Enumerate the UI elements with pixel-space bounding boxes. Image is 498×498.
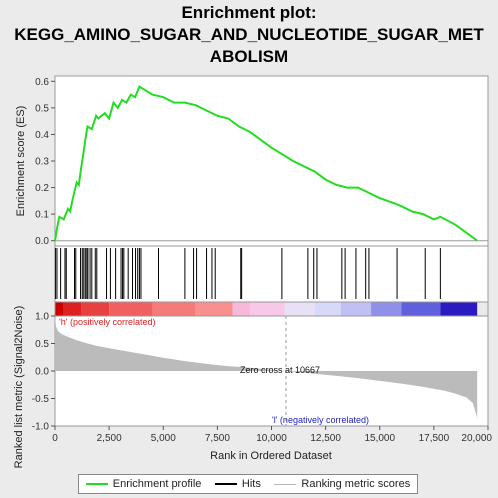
legend-swatch-hits	[214, 483, 237, 485]
legend-label-ranking: Ranking metric scores	[301, 478, 411, 490]
rm-y-tick-label: -1.0	[32, 422, 50, 433]
rm-y-tick-label: 0.5	[35, 339, 49, 350]
x-tick-label: 17,500	[419, 433, 450, 444]
rm-y-axis: 1.0 0.5 0.0 -0.5 -1.0	[32, 312, 55, 433]
title-line-1: Enrichment plot:	[181, 3, 317, 22]
x-tick-label: 7,500	[205, 433, 230, 444]
ranking-metric-area	[55, 316, 478, 418]
es-y-axis: 0.0 0.1 0.2 0.3 0.4 0.5 0.6	[35, 77, 55, 247]
legend-item-ranking: Ranking metric scores	[274, 478, 410, 490]
heatbar-segment	[195, 302, 233, 316]
chart-title: Enrichment plot: KEGG_AMINO_SUGAR_AND_NU…	[0, 2, 498, 68]
hits-plot-area	[54, 245, 489, 303]
heatbar-segment	[440, 302, 478, 316]
negative-correlation-label: 'l' (negatively correlated)	[272, 415, 369, 425]
x-tick-label: 20,000	[461, 433, 492, 444]
legend-label-hits: Hits	[241, 478, 261, 490]
ranked-metric-panel: 1.0 0.5 0.0 -0.5 -1.0 'h' (positively correl…	[13, 306, 489, 469]
es-y-tick-label: 0.0	[35, 236, 49, 247]
x-tick-label: 5,000	[151, 433, 176, 444]
rm-y-tick-label: 0.0	[35, 367, 49, 378]
es-y-tick-label: 0.2	[35, 183, 49, 194]
es-y-tick-label: 0.1	[35, 210, 49, 221]
heatbar-segment	[63, 302, 81, 316]
gsea-chart: 0.0 0.1 0.2 0.3 0.4 0.5 0.6 Enrichment score (…	[13, 75, 492, 469]
heatbar-segment	[340, 302, 372, 316]
positive-correlation-label: 'h' (positively correlated)	[59, 317, 155, 327]
hit-lines	[54, 248, 441, 299]
rm-y-label: Ranked list metric (Signal2Noise)	[13, 306, 25, 469]
heatbar-segment	[284, 302, 315, 316]
heatbar-segment	[401, 302, 441, 316]
heatbar-segment	[55, 302, 64, 316]
es-y-tick-label: 0.5	[35, 103, 49, 114]
es-y-tick-label: 0.3	[35, 157, 49, 168]
legend-label-enrichment: Enrichment profile	[112, 478, 202, 490]
x-tick-label: 12,500	[310, 433, 341, 444]
heatbar-segment	[152, 302, 196, 316]
rm-y-tick-label: -0.5	[32, 394, 50, 405]
enrichment-panel: 0.0 0.1 0.2 0.3 0.4 0.5 0.6 Enrichment score (…	[15, 75, 489, 247]
enrichment-plot-area	[54, 75, 489, 247]
legend: Enrichment profile Hits Ranking metric s…	[78, 474, 418, 494]
x-tick-label: 15,000	[364, 433, 395, 444]
heatbar-segment	[371, 302, 402, 316]
rm-y-tick-label: 1.0	[35, 312, 49, 323]
zero-cross-label: Zero cross at 10667	[240, 365, 320, 375]
legend-item-hits: Hits	[214, 478, 261, 490]
hits-panel	[54, 245, 489, 317]
heatbar-segment	[249, 302, 285, 316]
x-axis: 0 2,500 5,000 7,500 10,000 12,500 15,000 17,500…	[52, 426, 492, 444]
x-tick-label: 10,000	[256, 433, 287, 444]
legend-item-enrichment: Enrichment profile	[85, 478, 202, 490]
enrichment-profile-line	[54, 85, 478, 242]
title-line-2: KEGG_AMINO_SUGAR_AND_NUCLEOTIDE_SUGAR_ME…	[14, 25, 484, 44]
heatbar-segment	[314, 302, 341, 316]
es-y-tick-label: 0.6	[35, 77, 49, 88]
es-y-tick-label: 0.4	[35, 130, 49, 141]
es-y-label: Enrichment score (ES)	[15, 106, 27, 217]
legend-swatch-ranking	[274, 483, 297, 485]
ranking-heatbar	[55, 302, 478, 316]
title-line-3: ABOLISM	[209, 47, 289, 66]
x-tick-label: 2,500	[97, 433, 122, 444]
heatbar-segment	[80, 302, 110, 316]
x-axis-label: Rank in Ordered Dataset	[210, 450, 332, 462]
legend-swatch-enrichment	[85, 483, 108, 485]
heatbar-segment	[232, 302, 250, 316]
x-tick-label: 0	[52, 433, 58, 444]
heatbar-segment	[109, 302, 153, 316]
